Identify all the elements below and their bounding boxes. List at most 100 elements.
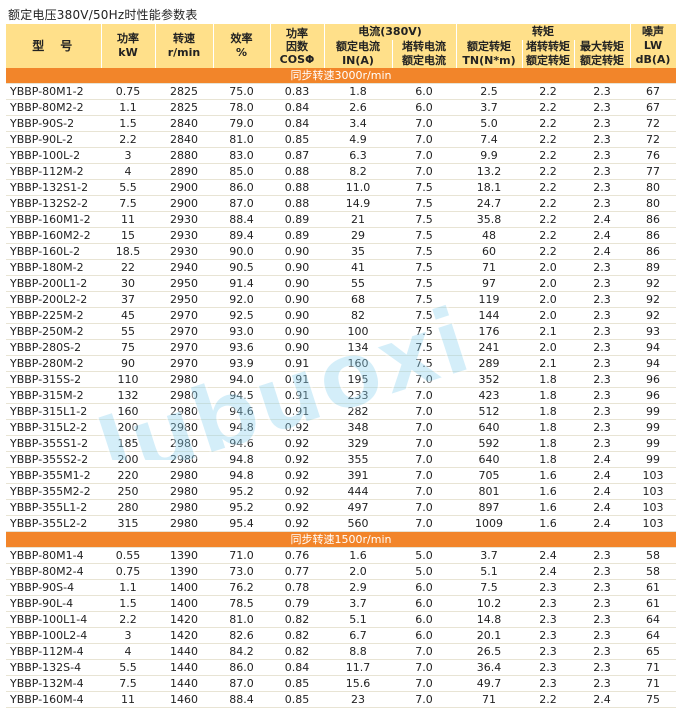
model-cell: YBBP-100L1-4 — [6, 611, 101, 628]
value-cell: 1460 — [155, 691, 213, 708]
model-cell: YBBP-90L-2 — [6, 131, 101, 148]
value-cell: 7.5 — [101, 195, 155, 212]
value-cell: 89.4 — [213, 227, 270, 244]
value-cell: 1.6 — [522, 515, 574, 532]
value-cell: 58 — [630, 563, 677, 580]
value-cell: 2980 — [155, 435, 213, 452]
value-cell: 2.4 — [574, 211, 631, 228]
value-cell: 61 — [630, 579, 677, 596]
model-cell: YBBP-90S-4 — [6, 579, 101, 596]
header-locked-torque: 堵转转矩 额定转矩 — [522, 40, 575, 68]
table-row: YBBP-100L-2 3 2880 83.0 0.87 6.3 7.0 9.9 2.2 2.3 7… — [6, 147, 677, 164]
value-cell: 2.3 — [574, 419, 631, 436]
value-cell: 86 — [630, 227, 677, 244]
value-cell: 7.5 — [392, 259, 456, 276]
value-cell: 2.0 — [324, 563, 392, 580]
table-row: YBBP-132S-4 5.5 1440 86.0 0.84 11.7 7.0 36.4 2.3… — [6, 659, 677, 676]
value-cell: 2980 — [155, 499, 213, 516]
value-cell: 11 — [101, 691, 155, 708]
model-cell: YBBP-355M2-2 — [6, 483, 101, 500]
value-cell: 2.4 — [574, 483, 631, 500]
value-cell: 0.85 — [270, 675, 324, 692]
model-cell: YBBP-132S1-2 — [6, 179, 101, 196]
value-cell: 87.0 — [213, 675, 270, 692]
value-cell: 80 — [630, 179, 677, 196]
table-row: YBBP-80M2-4 0.75 1390 73.0 0.77 2.0 5.0 5.1 2.4 2… — [6, 563, 677, 580]
value-cell: 92 — [630, 275, 677, 292]
value-cell: 7.5 — [456, 579, 522, 596]
value-cell: 7.5 — [392, 211, 456, 228]
value-cell: 96 — [630, 387, 677, 404]
value-cell: 391 — [324, 467, 392, 484]
table-row: YBBP-80M1-2 0.75 2825 75.0 0.83 1.8 6.0 2.5 2.2 2… — [6, 83, 677, 100]
value-cell: 1420 — [155, 627, 213, 644]
header-rated-torque: 额定转矩 TN(N*m) — [456, 40, 523, 68]
value-cell: 2.3 — [574, 307, 631, 324]
header-torque-group: 转矩 — [456, 24, 631, 40]
value-cell: 7.5 — [101, 675, 155, 692]
value-cell: 7.0 — [392, 419, 456, 436]
value-cell: 6.0 — [392, 611, 456, 628]
section-label: 同步转速3000r/min — [6, 68, 677, 84]
value-cell: 0.91 — [270, 403, 324, 420]
value-cell: 4.9 — [324, 131, 392, 148]
value-cell: 289 — [456, 355, 522, 372]
value-cell: 2.0 — [522, 339, 574, 356]
value-cell: 0.88 — [270, 195, 324, 212]
value-cell: 160 — [101, 403, 155, 420]
table-row: YBBP-112M-2 4 2890 85.0 0.88 8.2 7.0 13.2 2.2 2.3… — [6, 163, 677, 180]
model-cell: YBBP-315M-2 — [6, 387, 101, 404]
value-cell: 7.0 — [392, 147, 456, 164]
value-cell: 7.0 — [392, 659, 456, 676]
value-cell: 0.90 — [270, 323, 324, 340]
value-cell: 2.3 — [574, 275, 631, 292]
value-cell: 2980 — [155, 371, 213, 388]
value-cell: 4 — [101, 643, 155, 660]
value-cell: 2.3 — [574, 147, 631, 164]
value-cell: 36.4 — [456, 659, 522, 676]
value-cell: 2.3 — [574, 131, 631, 148]
model-cell: YBBP-80M2-4 — [6, 563, 101, 580]
value-cell: 81.0 — [213, 611, 270, 628]
value-cell: 2.0 — [522, 291, 574, 308]
table-row: YBBP-280S-2 75 2970 93.6 0.90 134 7.5 241 2.0 2.3… — [6, 339, 677, 356]
value-cell: 0.85 — [270, 131, 324, 148]
value-cell: 348 — [324, 419, 392, 436]
header-noise: 噪声 LW dB(A) — [630, 24, 677, 68]
value-cell: 5.1 — [456, 563, 522, 580]
model-cell: YBBP-160L-2 — [6, 243, 101, 260]
table-row: YBBP-160L-2 18.5 2930 90.0 0.90 35 7.5 60 2.2 2.4… — [6, 243, 677, 260]
value-cell: 93.0 — [213, 323, 270, 340]
model-cell: YBBP-225M-2 — [6, 307, 101, 324]
value-cell: 0.78 — [270, 579, 324, 596]
value-cell: 1.5 — [101, 115, 155, 132]
model-cell: YBBP-132S-4 — [6, 659, 101, 676]
value-cell: 2980 — [155, 451, 213, 468]
value-cell: 0.92 — [270, 483, 324, 500]
value-cell: 0.87 — [270, 147, 324, 164]
value-cell: 2880 — [155, 147, 213, 164]
value-cell: 7.0 — [392, 163, 456, 180]
value-cell: 94 — [630, 339, 677, 356]
value-cell: 2.1 — [522, 323, 574, 340]
value-cell: 86 — [630, 243, 677, 260]
value-cell: 1009 — [456, 515, 522, 532]
value-cell: 24.7 — [456, 195, 522, 212]
value-cell: 2.0 — [522, 259, 574, 276]
value-cell: 15.6 — [324, 675, 392, 692]
value-cell: 897 — [456, 499, 522, 516]
value-cell: 2980 — [155, 515, 213, 532]
value-cell: 1.5 — [101, 595, 155, 612]
value-cell: 90 — [101, 355, 155, 372]
value-cell: 78.5 — [213, 595, 270, 612]
value-cell: 2980 — [155, 467, 213, 484]
value-cell: 7.0 — [392, 451, 456, 468]
value-cell: 4 — [101, 163, 155, 180]
value-cell: 78.0 — [213, 99, 270, 116]
value-cell: 86.0 — [213, 659, 270, 676]
value-cell: 2.5 — [456, 83, 522, 100]
value-cell: 23 — [324, 691, 392, 708]
value-cell: 41 — [324, 259, 392, 276]
value-cell: 68 — [324, 291, 392, 308]
value-cell: 26.5 — [456, 643, 522, 660]
